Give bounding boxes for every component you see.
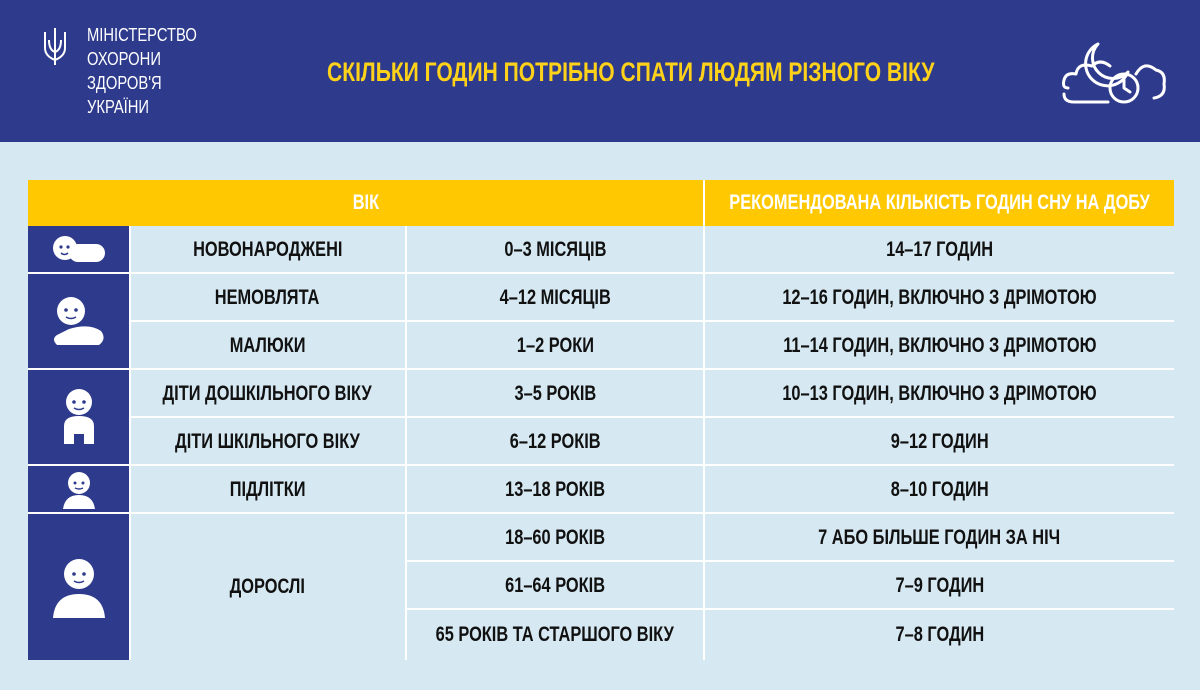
ministry-line-2: ОХОРОНИ	[87, 49, 161, 69]
row-age-2: 4–12 МІСЯЦІВ	[407, 274, 703, 322]
row-hours-5: 9–12 ГОДИН	[705, 418, 1174, 466]
sleep-table: ВІК РЕКОМЕНДОВАНА КІЛЬКІСТЬ ГОДИН СНУ НА…	[28, 180, 1174, 660]
grid-line	[129, 416, 1174, 418]
trident-icon	[44, 28, 66, 65]
grid-line	[703, 180, 705, 660]
grid-line	[28, 272, 1174, 274]
ministry-name: МІНІСТЕРСТВО ОХОРОНИ ЗДОРОВ'Я УКРАЇНИ	[87, 23, 210, 119]
child-icon	[63, 389, 94, 444]
baby-icon	[53, 297, 104, 345]
row-group-6: ПІДЛІТКИ	[130, 466, 405, 514]
row-hours-7: 7 АБО БІЛЬШЕ ГОДИН ЗА НІЧ	[705, 514, 1174, 562]
icon-cell-adult	[28, 514, 129, 660]
grid-line	[28, 368, 1174, 370]
row-group-4: ДІТИ ДОШКІЛЬНОГО ВІКУ	[130, 370, 405, 418]
row-hours-2: 12–16 ГОДИН, ВКЛЮЧНО З ДРІМОТОЮ	[705, 274, 1174, 322]
row-hours-1: 14–17 ГОДИН	[705, 226, 1174, 274]
row-age-7: 18–60 РОКІВ	[407, 514, 703, 562]
row-age-4: 3–5 РОКІВ	[407, 370, 703, 418]
icon-cell-child	[28, 370, 129, 464]
header-hours: РЕКОМЕНДОВАНА КІЛЬКІСТЬ ГОДИН СНУ НА ДОБ…	[705, 180, 1174, 226]
row-age-3: 1–2 РОКИ	[407, 322, 703, 370]
row-group-7: ДОРОСЛІ	[130, 514, 405, 660]
page-title: СКІЛЬКИ ГОДИН ПОТРІБНО СПАТИ ЛЮДЯМ РІЗНО…	[327, 57, 935, 87]
header-age: ВІК	[28, 180, 703, 226]
adult-icon	[52, 559, 105, 618]
icon-cell-baby	[28, 274, 129, 368]
ministry-line-1: МІНІСТЕРСТВО	[87, 25, 197, 45]
teen-icon	[62, 472, 95, 509]
row-hours-8: 7–9 ГОДИН	[705, 562, 1174, 610]
moon-cloud-clock-icon	[1062, 42, 1166, 104]
grid-line	[405, 226, 407, 660]
row-hours-3: 11–14 ГОДИН, ВКЛЮЧНО З ДРІМОТОЮ	[705, 322, 1174, 370]
grid-line	[28, 512, 1174, 514]
ministry-line-4: УКРАЇНИ	[87, 97, 150, 117]
row-group-5: ДІТИ ШКІЛЬНОГО ВІКУ	[130, 418, 405, 466]
row-group-1: НОВОНАРОДЖЕНІ	[130, 226, 405, 274]
grid-line	[129, 320, 1174, 322]
row-age-9: 65 РОКІВ ТА СТАРШОГО ВІКУ	[407, 610, 703, 660]
grid-line	[129, 226, 131, 660]
row-hours-9: 7–8 ГОДИН	[705, 610, 1174, 660]
grid-line	[405, 608, 1174, 610]
ministry-line-3: ЗДОРОВ'Я	[87, 73, 162, 93]
grid-line	[405, 560, 1174, 562]
row-group-3: МАЛЮКИ	[130, 322, 405, 370]
grid-line	[28, 464, 1174, 466]
header: МІНІСТЕРСТВО ОХОРОНИ ЗДОРОВ'Я УКРАЇНИ СК…	[0, 0, 1200, 142]
row-age-1: 0–3 МІСЯЦІВ	[407, 226, 703, 274]
row-age-8: 61–64 РОКІВ	[407, 562, 703, 610]
row-age-5: 6–12 РОКІВ	[407, 418, 703, 466]
icon-cell-teen	[28, 466, 129, 512]
row-group-2: НЕМОВЛЯТА	[130, 274, 405, 322]
newborn-icon	[52, 236, 105, 262]
row-hours-4: 10–13 ГОДИН, ВКЛЮЧНО З ДРІМОТОЮ	[705, 370, 1174, 418]
icon-cell-newborn	[28, 226, 129, 272]
row-hours-6: 8–10 ГОДИН	[705, 466, 1174, 514]
row-age-6: 13–18 РОКІВ	[407, 466, 703, 514]
